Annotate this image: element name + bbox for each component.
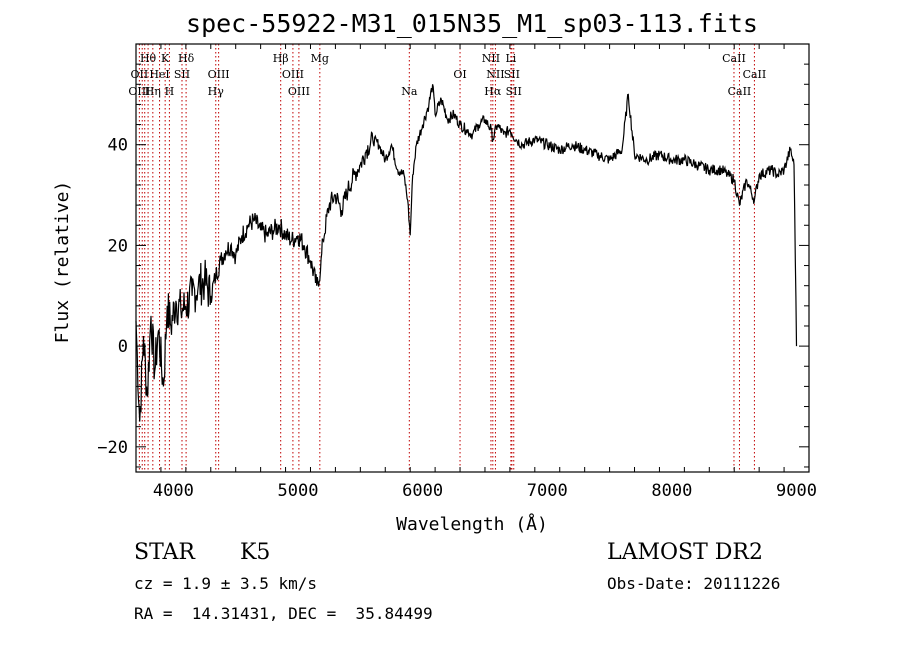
coordinates: RA = 14.31431, DEC = 35.84499: [134, 604, 433, 623]
spectral-line-label: HeI: [149, 68, 169, 81]
spectral-line-label: CaII: [743, 68, 767, 81]
spectral-line-label: Hα: [484, 85, 502, 98]
spectral-line-label: Hβ: [273, 52, 289, 65]
x-tick-label: 4000: [153, 481, 194, 501]
y-tick-label: 0: [118, 337, 128, 357]
plot-frame: [135, 43, 810, 473]
chart-title: spec-55922-M31_015N35_M1_sp03-113.fits: [186, 9, 758, 38]
spectral-line-label: Mg: [311, 52, 329, 65]
spectral-line-label: Hη: [145, 85, 161, 98]
spectral-line-label: SII: [506, 85, 522, 98]
spectral-line-label: H: [165, 85, 175, 98]
y-tick-label: 20: [108, 236, 128, 256]
x-tick-label: 8000: [651, 481, 692, 501]
object-subclass: K5: [240, 540, 271, 565]
spectral-line-label: Li: [505, 52, 516, 65]
spectral-line-label: CaII: [722, 52, 746, 65]
x-axis-label: Wavelength (Å): [396, 513, 548, 535]
spectral-line-label: OIII: [128, 85, 150, 98]
y-tick-label: −20: [97, 438, 128, 458]
spectral-line-label: CaII: [728, 85, 752, 98]
spectral-line-label: Na: [401, 85, 418, 98]
spectral-line-label: NII: [486, 68, 504, 81]
spectral-line-label: K: [161, 52, 170, 65]
spectral-line-label: OIII: [208, 68, 230, 81]
y-tick-label: 40: [108, 136, 128, 156]
survey-name: LAMOST DR2: [607, 540, 763, 565]
spectral-line-label: SII: [504, 68, 520, 81]
spectral-marker-lines: [138, 44, 755, 472]
y-axis-ticks: −20 0 20 40: [97, 43, 809, 468]
spectral-line-label: Hθ: [140, 52, 157, 65]
obs-date: Obs-Date: 20111226: [607, 574, 781, 593]
spectral-line-label: NII: [482, 52, 500, 65]
spectral-line-label: OIII: [282, 68, 304, 81]
spectrum-line: [135, 84, 798, 422]
object-class: STAR: [134, 540, 195, 565]
x-tick-label: 9000: [776, 481, 817, 501]
spectral-line-label: Hγ: [208, 85, 225, 98]
spectral-line-label: OII: [131, 68, 149, 81]
spectral-line-label: Hδ: [178, 52, 195, 65]
x-tick-label: 5000: [278, 481, 319, 501]
y-axis-label: Flux (relative): [52, 181, 73, 344]
spectral-line-label: OI: [453, 68, 466, 81]
redshift-cz: cz = 1.9 ± 3.5 km/s: [134, 574, 318, 593]
spectral-line-label: SII: [174, 68, 190, 81]
x-axis-ticks: 4000 5000 6000 7000 8000 9000: [135, 44, 817, 501]
x-tick-label: 6000: [402, 481, 443, 501]
x-tick-label: 7000: [527, 481, 568, 501]
spectral-line-label: OIII: [288, 85, 310, 98]
